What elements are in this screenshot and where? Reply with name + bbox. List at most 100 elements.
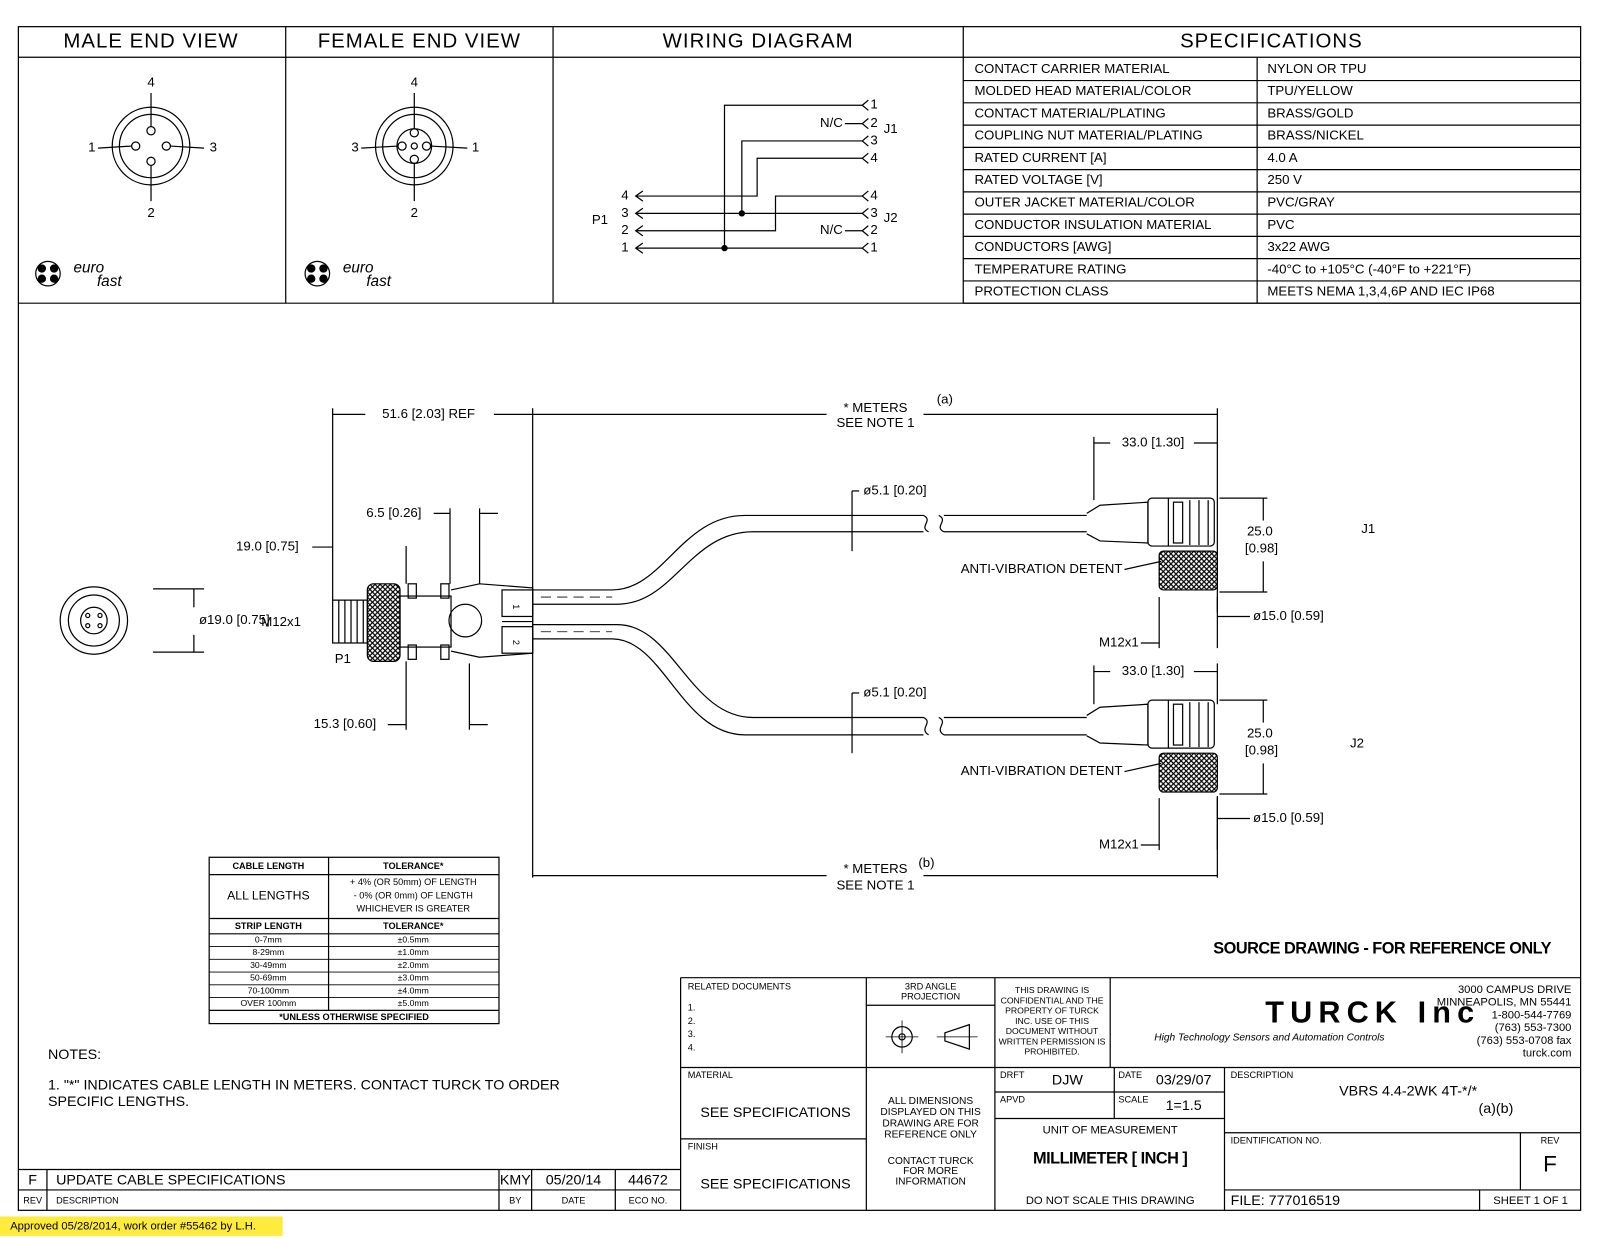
label: 3: [870, 205, 877, 220]
spec-key: CONTACT MATERIAL/PLATING: [974, 105, 1165, 120]
label: 6.5 [0.26]: [366, 505, 421, 520]
drawing-line: [1124, 560, 1162, 571]
addr-line: (763) 553-7300: [1495, 1022, 1572, 1034]
drawing-rect: [440, 644, 450, 660]
label: M12x1: [1099, 634, 1139, 649]
label: N/C: [820, 115, 843, 130]
addr-line: MINNEAPOLIS, MN 55441: [1437, 997, 1572, 1009]
label: REV: [23, 1196, 43, 1206]
label: SPECIFIC LENGTHS.: [48, 1094, 189, 1110]
label: REV: [1541, 1135, 1561, 1145]
addr-line: 1-800-544-7769: [1492, 1009, 1572, 1021]
drawing-g: [634, 99, 869, 254]
label: (a)(b): [1478, 1101, 1513, 1117]
label: FILE: 777016519: [1231, 1193, 1341, 1209]
label: (a): [937, 392, 953, 407]
drawing-circle: [448, 603, 483, 638]
label: (b): [918, 855, 934, 870]
strip-tolerance: ±1.0mm: [398, 947, 429, 957]
label: N/C: [820, 222, 843, 237]
label: ø5.1 [0.20]: [863, 684, 926, 699]
label: NOTES:: [48, 1047, 101, 1063]
drawing-rect: [1158, 550, 1218, 591]
label: 25.0: [1247, 725, 1273, 740]
drawing-path: [532, 638, 924, 736]
label: 3: [210, 140, 217, 155]
drawing-path: [923, 514, 945, 533]
arrow-head: [634, 190, 644, 202]
contact-line: INFORMATION: [895, 1176, 966, 1187]
label: SEE SPECIFICATIONS: [700, 1105, 850, 1121]
label: 2: [621, 222, 628, 237]
conf-line: PROHIBITED.: [1024, 1046, 1079, 1056]
label: ø5.1 [0.20]: [863, 482, 926, 497]
drawing-line: [1124, 762, 1162, 773]
arrow-head: [861, 190, 869, 202]
label: 1: [870, 97, 877, 112]
label: ANTI-VIBRATION DETENT: [961, 561, 1123, 576]
label: 2: [411, 205, 418, 220]
drawing-circle: [721, 244, 728, 252]
drawing-path: [923, 716, 945, 736]
label: SCALE: [1118, 1095, 1148, 1105]
drawing-circle: [59, 586, 129, 655]
label: euro: [73, 260, 104, 277]
label: [0.98]: [1245, 743, 1278, 758]
label: 4: [147, 74, 154, 89]
label: P1: [335, 651, 351, 666]
arrow-head: [861, 135, 869, 147]
label: 3: [621, 205, 628, 220]
label: DATE: [562, 1196, 586, 1206]
drawing-g: 0-7mm ±0.5mm 8-29mm ±1.0mm 30-49mm ±2.0mm 50-6…: [209, 934, 499, 1008]
label: 19.0 [0.75]: [236, 539, 299, 554]
label: 4: [411, 74, 418, 89]
arrow-head: [861, 225, 869, 237]
label: WIRING DIAGRAM: [663, 30, 854, 52]
spec-key: CONDUCTOR INSULATION MATERIAL: [974, 217, 1211, 232]
spec-value: TPU/YELLOW: [1267, 83, 1353, 98]
spec-value: -40°C to +105°C (-40°F to +221°F): [1267, 261, 1471, 276]
spec-value: MEETS NEMA 1,3,4,6P AND IEC IP68: [1267, 284, 1494, 299]
label: MALE END VIEW: [63, 30, 238, 52]
label: TURCK Inc: [1265, 996, 1480, 1030]
label: WHICHEVER IS GREATER: [357, 904, 471, 914]
reldocs-line: 2.: [688, 1016, 696, 1026]
label: SEE NOTE 1: [836, 415, 914, 430]
drawing-rect: [0, 1216, 283, 1236]
label: 33.0 [1.30]: [1122, 663, 1185, 678]
label: fast: [366, 273, 391, 290]
spec-value: 4.0 A: [1267, 150, 1297, 165]
strip-length: OVER 100mm: [240, 998, 296, 1008]
label: RELATED DOCUMENTS: [688, 981, 791, 991]
dimnote-line: ALL DIMENSIONS: [888, 1096, 973, 1107]
strip-length: 50-69mm: [250, 973, 287, 983]
label: 1: [621, 240, 628, 255]
drawing-rect: [407, 644, 417, 660]
spec-key: PROTECTION CLASS: [974, 284, 1108, 299]
spec-key: COUPLING NUT MATERIAL/PLATING: [974, 128, 1202, 143]
label: 1: [472, 140, 479, 155]
conf-line: DOCUMENT WITHOUT: [1006, 1026, 1099, 1036]
label: M12x1: [1099, 837, 1139, 852]
drawing-circle: [304, 260, 331, 287]
drawing-rect: [501, 626, 534, 654]
drawing-circle: [409, 154, 419, 165]
arrow-head: [861, 118, 869, 130]
drawing-line: [97, 145, 132, 149]
label: J1: [884, 121, 898, 136]
label: DRFT: [1000, 1070, 1025, 1080]
drawing-circle: [131, 141, 141, 151]
arrow-head: [634, 225, 644, 237]
label: VBRS 4.4-2WK 4T-*/*: [1339, 1084, 1477, 1100]
drawing-g: [338, 600, 364, 643]
label: ø15.0 [0.59]: [1253, 608, 1324, 623]
strip-tolerance: ±3.0mm: [398, 973, 429, 983]
arrow-head: [634, 242, 644, 254]
spec-value: BRASS/GOLD: [1267, 105, 1353, 120]
spec-key: CONTACT CARRIER MATERIAL: [974, 61, 1169, 76]
label: UNIT OF MEASUREMENT: [1043, 1125, 1178, 1137]
label: * METERS: [843, 861, 907, 876]
drawing-g: [635, 104, 863, 249]
